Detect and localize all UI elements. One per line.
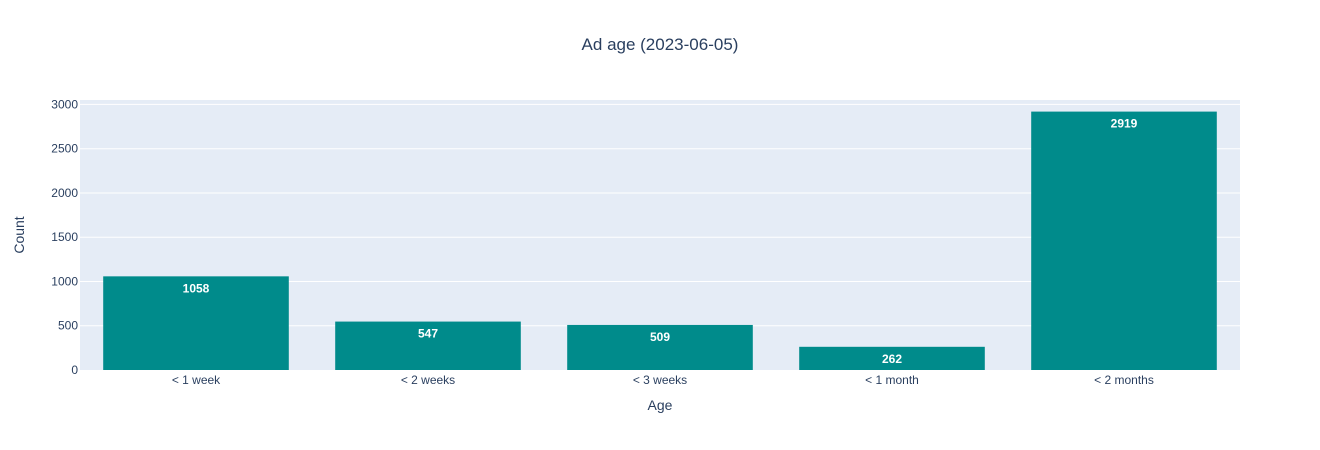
x-axis-ticks: < 1 week < 2 weeks < 3 weeks < 1 month < 2 m…	[172, 373, 1154, 387]
data-label: 1058	[183, 281, 210, 295]
y-tick-label: 0	[71, 363, 78, 377]
data-label: 2919	[1111, 117, 1138, 131]
y-tick-label: 500	[58, 319, 78, 333]
x-tick-label: < 1 week	[172, 373, 221, 387]
y-axis-title: Count	[11, 216, 27, 253]
data-label: 509	[650, 330, 670, 344]
bar	[799, 346, 985, 370]
x-tick-label: < 1 month	[865, 373, 919, 387]
bar	[103, 276, 289, 370]
data-label: 547	[418, 327, 438, 341]
bar	[567, 324, 753, 370]
y-tick-label: 2000	[51, 186, 78, 200]
data-label: 262	[882, 352, 902, 366]
x-tick-label: < 2 months	[1094, 373, 1154, 387]
x-axis-title: Age	[648, 397, 673, 413]
x-tick-label: < 3 weeks	[633, 373, 687, 387]
y-tick-label: 2500	[51, 142, 78, 156]
y-tick-label: 1500	[51, 230, 78, 244]
bars: 1058 547 509 262 2919	[103, 111, 1217, 371]
y-tick-label: 1000	[51, 274, 78, 288]
x-tick-label: < 2 weeks	[401, 373, 455, 387]
y-axis-ticks: 0 500 1000 1500 2000 2500 3000	[51, 97, 78, 377]
bar	[335, 321, 521, 370]
chart-title: Ad age (2023-06-05)	[582, 35, 739, 54]
bar	[1031, 111, 1217, 371]
y-tick-label: 3000	[51, 97, 78, 111]
